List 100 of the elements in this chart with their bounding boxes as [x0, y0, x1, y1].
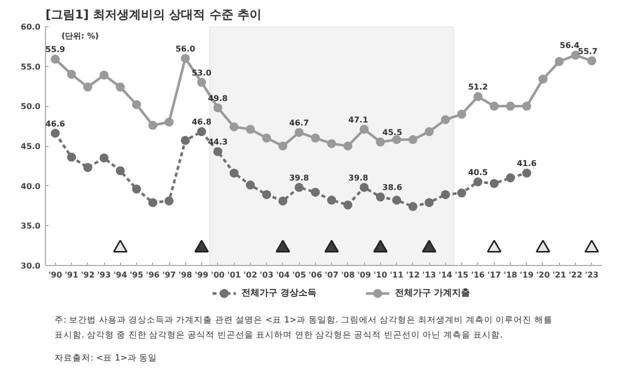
x-tick-label: '95 — [130, 270, 144, 280]
data-label: 46.7 — [289, 118, 309, 128]
text: 주: 보간법 사용과 경상소득과 가계지출 관련 설명은 <표 1>과 동일함. 그림에서 삼각형은 최저생계비 계측이 이루어진 해를 표시함. 삼각형 중 진한 삼각형은 공식적 빈곤선을 표시하며 연한 삼각형은 공식적 빈곤선이 아닌 계측을 표시함. — [54, 316, 552, 340]
point — [230, 122, 239, 132]
data-label: 56.0 — [175, 44, 196, 54]
data-label: 49.8 — [208, 94, 228, 103]
point — [473, 92, 482, 102]
point — [116, 82, 125, 92]
point — [522, 168, 532, 178]
legend-label: 전체가구 가계지출 — [394, 288, 470, 298]
point — [310, 188, 320, 197]
point — [100, 153, 109, 162]
point — [230, 168, 239, 178]
point — [506, 173, 515, 182]
data-label: 41.6 — [516, 159, 538, 168]
data-label: 47.1 — [348, 115, 369, 124]
point — [360, 124, 369, 134]
x-tick-label: '97 — [162, 270, 176, 280]
point — [246, 180, 255, 190]
x-tick-label: '19 — [520, 270, 534, 280]
point — [83, 163, 92, 172]
data-label: 39.8 — [289, 173, 310, 182]
point — [408, 202, 418, 212]
x-tick-label: '07 — [324, 270, 338, 280]
x-tick-label: '10 — [374, 270, 388, 280]
y-tick-label: 30.0 — [20, 262, 41, 270]
point — [278, 142, 288, 150]
point — [376, 192, 385, 202]
x-tick-label: '00 — [211, 270, 226, 280]
point — [180, 54, 190, 63]
x-tick-label: '16 — [471, 270, 486, 280]
data-label: 55.9 — [45, 45, 66, 54]
x-tick-label: '94 — [113, 270, 128, 280]
point — [132, 184, 142, 194]
point — [506, 102, 515, 111]
x-tick-label: '91 — [64, 270, 79, 280]
data-label: 56.4 — [560, 41, 580, 50]
point — [148, 120, 158, 130]
point — [262, 134, 272, 143]
point — [376, 138, 385, 147]
data-label: 40.5 — [468, 168, 488, 177]
point — [327, 196, 336, 205]
x-tick-label: '05 — [292, 270, 306, 280]
point — [67, 70, 76, 79]
point — [424, 198, 434, 208]
point — [148, 198, 158, 208]
data-label: 38.6 — [382, 182, 403, 192]
x-tick-label: '22 — [568, 270, 582, 280]
data-label: 46.8 — [192, 118, 212, 127]
x-tick-label: '98 — [178, 270, 193, 280]
point — [213, 103, 222, 112]
point — [310, 134, 320, 143]
point — [343, 142, 352, 150]
x-tick-label: '18 — [504, 270, 518, 280]
point — [554, 57, 564, 66]
data-label: 53.0 — [192, 68, 212, 78]
x-tick-label: '04 — [276, 270, 290, 280]
x-tick-label: '01 — [227, 270, 242, 280]
point — [83, 82, 92, 92]
x-tick-label: '92 — [80, 270, 95, 280]
point — [294, 182, 304, 192]
x-tick-label: '14 — [438, 270, 453, 280]
chart-title: [그림1] 최저생계비의 상대적 수준 추이 — [46, 8, 262, 22]
point — [294, 128, 304, 137]
point — [116, 166, 125, 176]
y-tick-label: 55.0 — [20, 62, 41, 72]
point — [457, 110, 466, 119]
text: 자료출처: <표 1>과 동일 — [54, 354, 158, 364]
point — [327, 139, 336, 148]
x-tick-label: '15 — [454, 270, 469, 280]
point — [100, 70, 109, 80]
point — [343, 200, 352, 210]
y-tick-label: 45.0 — [20, 142, 41, 151]
data-label: 46.6 — [45, 119, 66, 128]
x-tick-label: '99 — [194, 270, 209, 280]
x-tick-label: '93 — [97, 270, 111, 280]
point — [67, 152, 76, 162]
data-label: 39.8 — [348, 173, 369, 182]
annotation: (단위: %) — [62, 32, 99, 40]
point — [424, 127, 434, 136]
point — [197, 127, 206, 136]
point — [570, 50, 580, 60]
point — [180, 136, 190, 145]
point — [197, 78, 206, 87]
point — [490, 178, 499, 188]
point — [164, 196, 174, 206]
x-tick-label: '96 — [146, 270, 160, 280]
point — [50, 128, 60, 138]
x-tick-label: '09 — [357, 270, 372, 280]
point — [473, 177, 482, 186]
x-tick-label: '06 — [308, 270, 323, 280]
x-tick-label: '17 — [487, 270, 502, 280]
x-tick-label: '13 — [422, 270, 436, 280]
point — [392, 196, 402, 205]
point — [278, 196, 288, 206]
point — [457, 188, 466, 198]
x-tick-label: '90 — [48, 270, 62, 280]
point — [538, 74, 548, 84]
point — [262, 190, 272, 200]
data-label: 51.2 — [468, 82, 488, 92]
